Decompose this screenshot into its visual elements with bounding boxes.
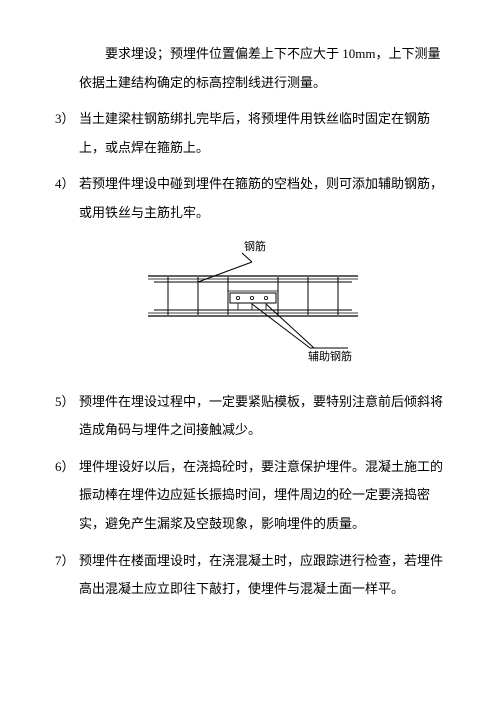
item-5: 5） 预埋件在埋设过程中，一定要紧贴模板，要特别注意前后倾斜将造成角码与埋件之间… bbox=[55, 388, 450, 445]
rebar-diagram: 钢筋辅助钢筋 bbox=[138, 240, 368, 370]
item-5-text: 预埋件在埋设过程中，一定要紧贴模板，要特别注意前后倾斜将造成角码与埋件之间接触减… bbox=[79, 388, 450, 445]
item-3: 3） 当土建梁柱钢筋绑扎完毕后，将预埋件用铁丝临时固定在钢筋上，或点焊在箍筋上。 bbox=[55, 105, 450, 162]
item-6: 6） 埋件埋设好以后，在浇捣砼时，要注意保护埋件。混凝土施工的振动棒在埋件边应延… bbox=[55, 453, 450, 539]
item-5-number: 5） bbox=[55, 388, 79, 445]
diagram-label-bottom: 辅助钢筋 bbox=[308, 349, 352, 363]
item-4-number: 4） bbox=[55, 170, 79, 227]
intro-text-1: 要求埋设；预埋件位置偏差上下不应大于 10mm，上下测量 bbox=[105, 46, 440, 61]
diagram-container: 钢筋辅助钢筋 bbox=[55, 240, 450, 370]
diagram-label-top: 钢筋 bbox=[244, 240, 266, 253]
intro-paragraph: 要求埋设；预埋件位置偏差上下不应大于 10mm，上下测量 依据土建结构确定的标高… bbox=[79, 40, 450, 97]
item-6-number: 6） bbox=[55, 453, 79, 539]
item-7-number: 7） bbox=[55, 547, 79, 604]
item-6-text: 埋件埋设好以后，在浇捣砼时，要注意保护埋件。混凝土施工的振动棒在埋件边应延长振捣… bbox=[79, 453, 450, 539]
item-7: 7） 预埋件在楼面埋设时，在浇混凝土时，应跟踪进行检查，若埋件高出混凝土应立即往… bbox=[55, 547, 450, 604]
item-4: 4） 若预埋件埋设中碰到埋件在箍筋的空档处，则可添加辅助钢筋，或用铁丝与主筋扎牢… bbox=[55, 170, 450, 227]
item-3-number: 3） bbox=[55, 105, 79, 162]
intro-text-2: 依据土建结构确定的标高控制线进行测量。 bbox=[79, 75, 326, 90]
item-4-text: 若预埋件埋设中碰到埋件在箍筋的空档处，则可添加辅助钢筋，或用铁丝与主筋扎牢。 bbox=[79, 170, 450, 227]
item-7-text: 预埋件在楼面埋设时，在浇混凝土时，应跟踪进行检查，若埋件高出混凝土应立即往下敲打… bbox=[79, 547, 450, 604]
item-3-text: 当土建梁柱钢筋绑扎完毕后，将预埋件用铁丝临时固定在钢筋上，或点焊在箍筋上。 bbox=[79, 105, 450, 162]
